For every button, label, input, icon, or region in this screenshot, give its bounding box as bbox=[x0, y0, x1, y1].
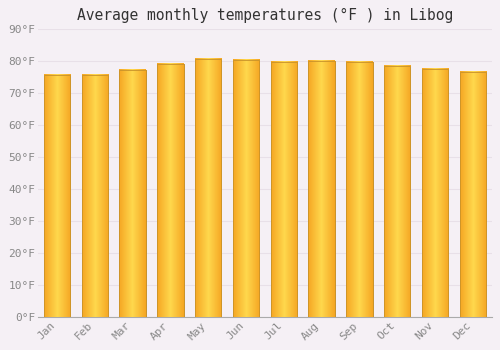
Bar bbox=[157, 64, 184, 317]
Bar bbox=[346, 62, 372, 317]
Bar bbox=[195, 59, 222, 317]
Bar bbox=[384, 65, 410, 317]
Bar bbox=[270, 62, 297, 317]
Bar bbox=[44, 75, 70, 317]
Bar bbox=[308, 61, 335, 317]
Bar bbox=[233, 60, 259, 317]
Bar bbox=[44, 75, 70, 317]
Bar bbox=[346, 62, 372, 317]
Bar bbox=[195, 59, 222, 317]
Bar bbox=[422, 69, 448, 317]
Bar bbox=[120, 70, 146, 317]
Bar bbox=[308, 61, 335, 317]
Bar bbox=[460, 72, 486, 317]
Title: Average monthly temperatures (°F ) in Libog: Average monthly temperatures (°F ) in Li… bbox=[77, 8, 453, 23]
Bar bbox=[157, 64, 184, 317]
Bar bbox=[82, 75, 108, 317]
Bar bbox=[120, 70, 146, 317]
Bar bbox=[384, 65, 410, 317]
Bar bbox=[422, 69, 448, 317]
Bar bbox=[233, 60, 259, 317]
Bar bbox=[82, 75, 108, 317]
Bar bbox=[270, 62, 297, 317]
Bar bbox=[460, 72, 486, 317]
